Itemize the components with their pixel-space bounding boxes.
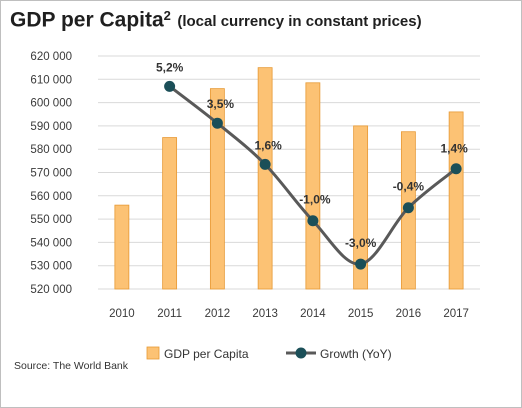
growth-data-label: 5,2% [156,60,184,74]
bar [305,82,321,290]
legend-label: GDP per Capita [164,347,249,361]
gridlines [98,55,480,290]
x-tick-label: 2013 [252,308,278,320]
growth-marker [164,80,176,92]
x-tick-label: 2016 [396,308,422,320]
bar [353,125,369,290]
chart-title: GDP per Capita2 (local currency in const… [10,8,422,32]
title-main: GDP per Capita [10,8,164,32]
x-axis-ticks: 2010 2011 2012 2013 2014 2015 2016 2017 [109,308,469,320]
bar [114,204,130,290]
y-tick-label: 530 000 [30,261,72,273]
y-tick-label: 570 000 [30,168,72,180]
y-tick-label: 550 000 [30,214,72,226]
growth-marker [259,158,271,170]
title-superscript: 2 [163,8,171,23]
growth-marker [211,117,223,129]
y-tick-label: 540 000 [30,237,72,249]
line-series [164,80,462,270]
growth-marker [402,202,414,214]
bar [209,88,225,290]
growth-marker [307,215,319,227]
title-subtitle: (local currency in constant prices) [177,13,422,31]
y-tick-label: 610 000 [30,74,72,86]
growth-data-label: 1,6% [254,138,282,152]
bar-series [114,67,464,290]
y-axis-ticks: 520 000 530 000 540 000 550 000 560 000 570 0… [30,51,72,296]
x-tick-label: 2017 [443,308,469,320]
bar [257,67,273,290]
growth-data-label: -0,4% [393,180,425,194]
x-tick-label: 2014 [300,308,326,320]
legend-marker-swatch [295,347,307,359]
y-tick-label: 600 000 [30,98,72,110]
growth-marker [355,258,367,270]
bar [162,137,178,290]
y-tick-label: 620 000 [30,51,72,63]
x-tick-label: 2010 [109,308,135,320]
growth-data-label: -1,0% [299,193,331,207]
y-tick-label: 580 000 [30,144,72,156]
growth-data-label: 1,4% [440,142,468,156]
growth-data-label: -3,0% [345,236,377,250]
legend-bar-swatch [146,346,160,360]
data-labels: 5,2% 3,5% 1,6% -1,0% -3,0% -0,4% 1,4% [156,60,468,250]
y-tick-label: 520 000 [30,284,72,296]
legend: GDP per Capita Growth (YoY) [146,346,392,361]
source-note: Source: The World Bank [14,360,129,372]
growth-marker [450,163,462,175]
y-tick-label: 560 000 [30,191,72,203]
bar [448,111,464,290]
growth-data-label: 3,5% [207,97,235,111]
y-tick-label: 590 000 [30,121,72,133]
x-tick-label: 2015 [348,308,374,320]
legend-label: Growth (YoY) [320,347,392,361]
x-tick-label: 2012 [205,308,231,320]
x-tick-label: 2011 [157,308,182,320]
